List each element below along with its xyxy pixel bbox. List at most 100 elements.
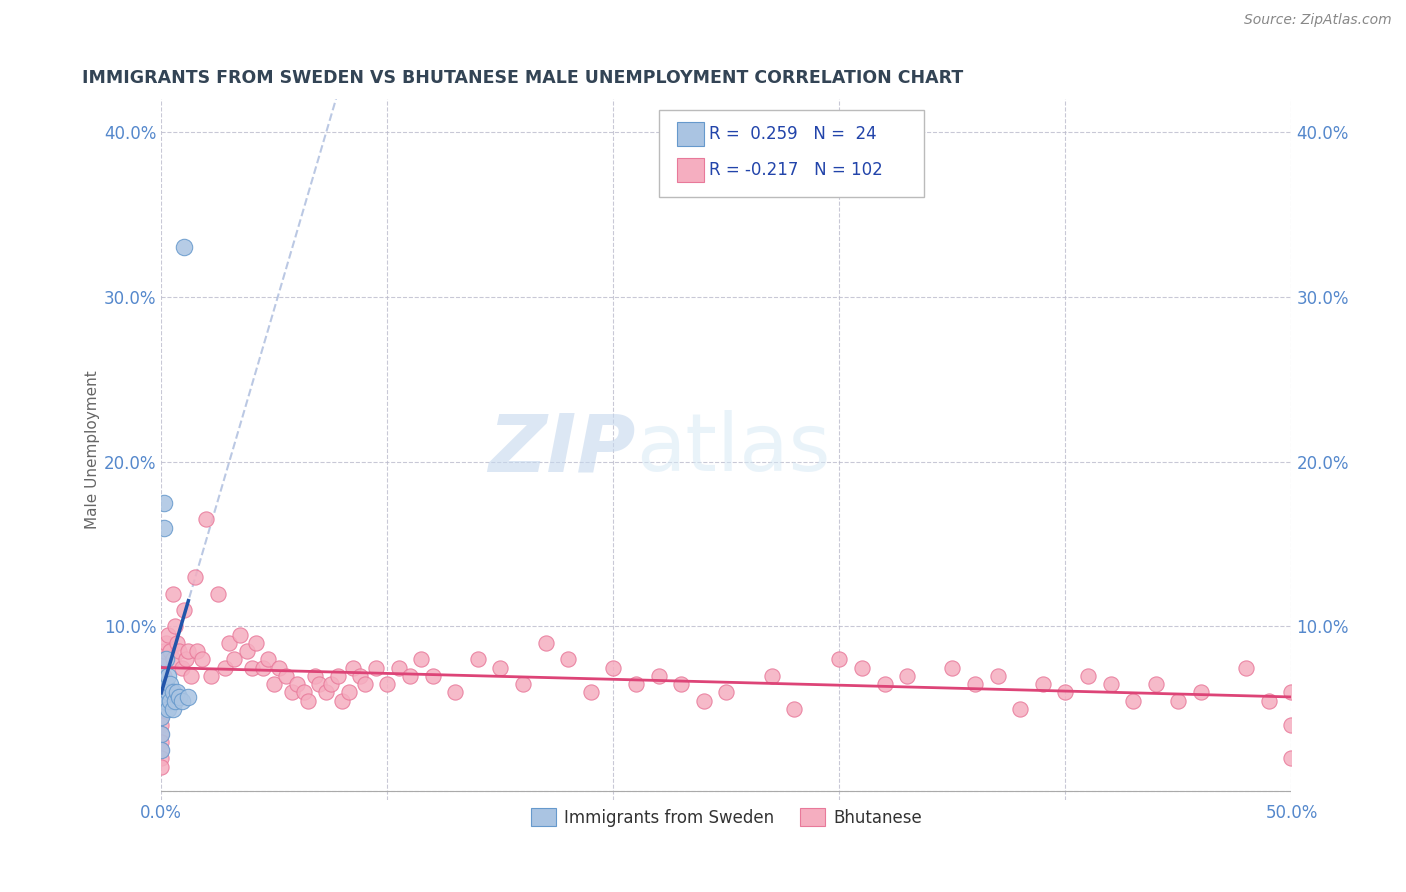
Point [963, 677, 986, 691]
Y-axis label: Male Unemployment: Male Unemployment [86, 370, 100, 529]
Point [222, 652, 245, 666]
Point [602, 661, 624, 675]
Text: R = -0.217   N = 102: R = -0.217 N = 102 [710, 161, 883, 179]
Point [1032, 677, 1054, 691]
Point [150, 652, 173, 666]
Point [1257, 693, 1279, 707]
Point [579, 685, 602, 699]
Point [157, 669, 180, 683]
Text: Source: ZipAtlas.com: Source: ZipAtlas.com [1244, 13, 1392, 28]
Point [353, 677, 375, 691]
Text: ZIP: ZIP [488, 410, 636, 488]
Point [411, 652, 433, 666]
Point [150, 677, 173, 691]
Point [337, 685, 360, 699]
Point [150, 710, 173, 724]
Point [150, 685, 173, 699]
Point [152, 669, 174, 683]
Point [1281, 685, 1303, 699]
Point [557, 652, 579, 666]
Point [319, 677, 342, 691]
Point [162, 685, 184, 699]
Point [851, 661, 873, 675]
Point [170, 661, 193, 675]
Point [173, 603, 195, 617]
Point [152, 496, 174, 510]
Point [159, 644, 181, 658]
Point [349, 669, 371, 683]
Point [152, 521, 174, 535]
Point [214, 661, 236, 675]
Point [1099, 677, 1122, 691]
Point [326, 669, 349, 683]
Point [150, 702, 173, 716]
Point [163, 619, 186, 633]
Point [174, 652, 197, 666]
Point [267, 661, 290, 675]
Point [155, 693, 177, 707]
Point [1144, 677, 1167, 691]
Point [647, 669, 669, 683]
Point [252, 661, 274, 675]
Text: R =  0.259   N =  24: R = 0.259 N = 24 [710, 125, 877, 143]
Text: atlas: atlas [636, 410, 831, 488]
FancyBboxPatch shape [676, 159, 704, 182]
Point [308, 677, 330, 691]
Point [155, 652, 177, 666]
Point [1189, 685, 1212, 699]
Point [152, 693, 174, 707]
Point [256, 652, 278, 666]
Point [186, 644, 208, 658]
Point [150, 751, 173, 765]
Point [292, 685, 315, 699]
Legend: Immigrants from Sweden, Bhutanese: Immigrants from Sweden, Bhutanese [524, 801, 928, 833]
Point [150, 743, 173, 757]
Point [159, 693, 181, 707]
Point [1077, 669, 1099, 683]
Point [422, 669, 444, 683]
Point [162, 652, 184, 666]
Point [191, 652, 214, 666]
Point [1167, 693, 1189, 707]
Point [1054, 685, 1077, 699]
Point [281, 685, 304, 699]
Point [166, 685, 188, 699]
Point [240, 661, 263, 675]
Point [157, 702, 180, 716]
Point [162, 586, 184, 600]
Point [534, 636, 557, 650]
Point [263, 677, 285, 691]
Point [489, 661, 512, 675]
Point [163, 693, 186, 707]
Point [375, 677, 398, 691]
Point [150, 669, 173, 683]
Point [297, 693, 319, 707]
Point [941, 661, 963, 675]
Point [1010, 702, 1032, 716]
Point [1234, 661, 1257, 675]
Point [828, 652, 851, 666]
Point [399, 669, 422, 683]
Point [1281, 751, 1303, 765]
Point [169, 690, 191, 705]
Point [669, 677, 692, 691]
Point [170, 693, 193, 707]
Point [1281, 718, 1303, 732]
Point [467, 652, 489, 666]
Point [169, 644, 191, 658]
Point [162, 702, 184, 716]
Point [761, 669, 783, 683]
Point [315, 685, 337, 699]
Point [150, 726, 173, 740]
Text: IMMIGRANTS FROM SWEDEN VS BHUTANESE MALE UNEMPLOYMENT CORRELATION CHART: IMMIGRANTS FROM SWEDEN VS BHUTANESE MALE… [82, 69, 963, 87]
Point [150, 759, 173, 773]
Point [783, 702, 806, 716]
Point [1122, 693, 1144, 707]
Point [342, 661, 364, 675]
Point [152, 644, 174, 658]
Point [245, 636, 267, 650]
Point [177, 690, 200, 705]
Point [150, 735, 173, 749]
Point [274, 669, 297, 683]
Point [444, 685, 467, 699]
